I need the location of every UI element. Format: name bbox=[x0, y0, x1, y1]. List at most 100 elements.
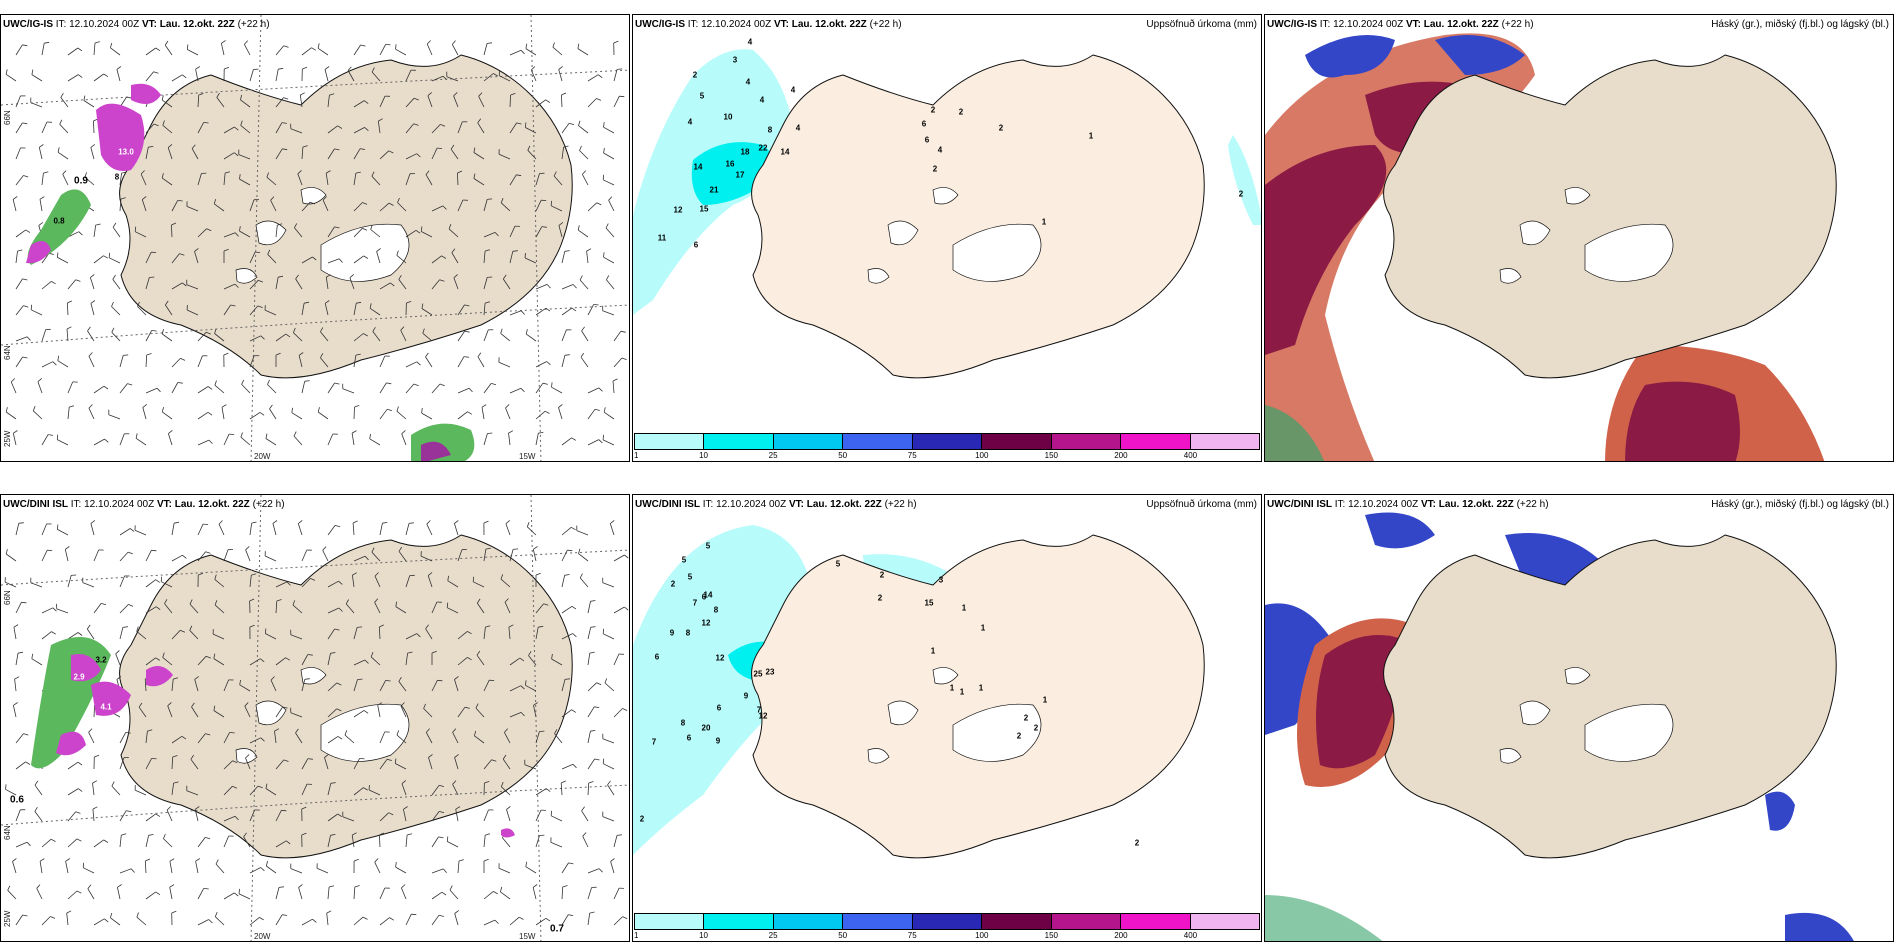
wind-barb-flag bbox=[151, 758, 157, 760]
wind-barb bbox=[93, 120, 95, 134]
wind-barb bbox=[379, 202, 390, 212]
wind-barb bbox=[353, 228, 363, 238]
wind-barb-flag bbox=[374, 598, 379, 603]
wind-barb bbox=[136, 916, 147, 926]
wind-barb bbox=[610, 861, 615, 874]
wind-barb-flag bbox=[513, 548, 519, 550]
wind-barb bbox=[171, 382, 179, 394]
wind-barb bbox=[400, 330, 407, 342]
cloud-map bbox=[1265, 512, 1854, 941]
wind-barb bbox=[613, 357, 623, 368]
wind-barb bbox=[525, 127, 537, 134]
wind-barb bbox=[189, 630, 199, 640]
wind-barb-flag bbox=[240, 432, 243, 438]
wind-barb bbox=[342, 816, 355, 822]
wind-barb bbox=[395, 866, 407, 874]
wind-barb bbox=[405, 123, 415, 134]
iceland-land bbox=[119, 54, 573, 379]
wind-barb bbox=[431, 75, 444, 82]
wind-barb-flag bbox=[104, 918, 109, 923]
wind-barb bbox=[561, 605, 573, 614]
wind-barb bbox=[171, 523, 175, 536]
wind-barb-flag bbox=[577, 43, 580, 49]
wind-barb-flag bbox=[338, 258, 343, 263]
precip-value-label: 6 bbox=[921, 119, 927, 129]
wind-barb bbox=[508, 433, 511, 446]
wind-barb bbox=[171, 735, 183, 744]
wind-barb-flag bbox=[354, 885, 360, 888]
wind-barb-flag bbox=[241, 379, 245, 385]
colorbar-box bbox=[772, 433, 843, 450]
wind-barb-flag bbox=[251, 573, 257, 576]
wind-barb-flag bbox=[39, 858, 45, 862]
wind-barb-flag bbox=[43, 171, 49, 174]
wind-barb-flag bbox=[564, 574, 570, 576]
wind-barb-flag bbox=[449, 885, 453, 891]
wind-barb-flag bbox=[95, 223, 101, 226]
wind-barb-flag bbox=[451, 40, 456, 45]
wind-barb-flag bbox=[554, 729, 558, 734]
wind-barb-flag bbox=[278, 886, 284, 888]
wind-barb-flag bbox=[189, 599, 193, 605]
wind-barb bbox=[15, 147, 21, 160]
wind-barb-flag bbox=[416, 633, 421, 638]
wind-barb bbox=[275, 277, 279, 290]
wind-barb bbox=[110, 47, 121, 56]
precip-value-label: 1 bbox=[980, 623, 986, 633]
wind-barb bbox=[325, 173, 329, 186]
wind-barb-flag bbox=[362, 227, 368, 231]
wind-barb bbox=[405, 153, 417, 160]
wind-barb bbox=[483, 73, 494, 82]
wind-barb-flag bbox=[90, 520, 96, 524]
wind-barb-flag bbox=[406, 301, 412, 304]
wind-barb bbox=[533, 705, 537, 718]
precip-value-label: 5 bbox=[699, 91, 705, 101]
wind-barb bbox=[145, 758, 152, 770]
wind-barb bbox=[525, 866, 537, 874]
wind-barb-flag bbox=[603, 122, 605, 128]
wind-barb bbox=[551, 815, 563, 822]
wind-barb bbox=[162, 657, 173, 666]
wind-barb-flag bbox=[304, 301, 310, 304]
wind-barb bbox=[379, 409, 388, 420]
wind-barb bbox=[379, 282, 391, 290]
wind-barb-flag bbox=[34, 780, 39, 786]
wind-barb bbox=[498, 153, 511, 160]
wind-barb bbox=[603, 633, 615, 640]
wind-barb-flag bbox=[428, 754, 433, 758]
wind-barb-flag bbox=[371, 67, 375, 73]
wind-barb-flag bbox=[128, 604, 134, 607]
wind-barb-flag bbox=[334, 628, 340, 631]
wind-barb bbox=[145, 252, 152, 264]
wind-barb bbox=[501, 786, 511, 796]
wind-barb bbox=[142, 407, 147, 420]
wind-barb-flag bbox=[352, 832, 357, 836]
wind-barb-flag bbox=[438, 836, 444, 839]
wind-barb bbox=[195, 69, 199, 82]
wind-barb-flag bbox=[136, 626, 139, 632]
wind-barb bbox=[379, 812, 389, 822]
wind-barb bbox=[67, 381, 74, 394]
wind-barb-flag bbox=[260, 737, 265, 742]
wind-barb-flag bbox=[135, 433, 138, 439]
precip-colorbar bbox=[634, 433, 1260, 450]
glacier bbox=[1564, 667, 1591, 685]
precip-value-label: 15 bbox=[924, 598, 934, 608]
wind-barb-flag bbox=[589, 651, 595, 654]
wind-barb bbox=[111, 785, 121, 796]
precip-value-label: 9 bbox=[715, 736, 721, 746]
wind-barb bbox=[275, 706, 283, 718]
wind-barb-flag bbox=[363, 100, 369, 104]
wind-barb-flag bbox=[265, 783, 268, 789]
wind-barb bbox=[249, 412, 261, 420]
wind-barb-flag bbox=[441, 255, 447, 259]
wind-barb bbox=[509, 387, 522, 394]
wind-barb bbox=[145, 731, 148, 744]
wind-barb bbox=[613, 916, 623, 926]
wind-barb-flag bbox=[447, 575, 449, 581]
wind-barb-flag bbox=[122, 626, 128, 628]
wind-barb-flag bbox=[294, 223, 298, 228]
wind-barb-flag bbox=[77, 788, 83, 792]
wind-barb-flag bbox=[491, 383, 497, 386]
wind-barb bbox=[197, 173, 202, 186]
